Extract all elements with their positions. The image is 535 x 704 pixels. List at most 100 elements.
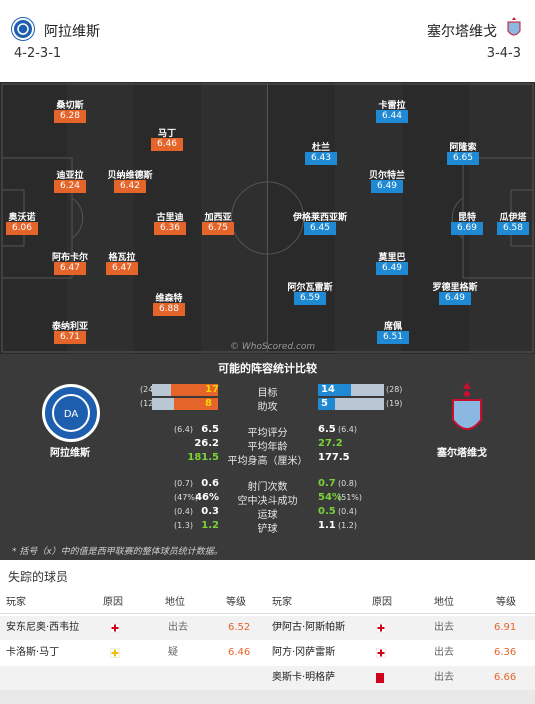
match-header: 阿拉维斯 4-2-3-1 塞尔塔维戈 3-4-3 [0,0,535,80]
lineup-comparison: 可能的阵容统计比较 DA 阿拉维斯 塞尔塔维戈 (24) 17 目标 14 (28) (1… [0,354,535,560]
home-player-name[interactable]: 维森特 [155,294,183,304]
away-player-name[interactable]: 阿尔瓦雷斯 [287,283,333,293]
stat-label: 平均年龄 [247,442,288,453]
away-player-rating: 6.59 [294,292,326,305]
missing-table-row: 奥斯卡·明格萨 出去 6.66 [0,666,535,690]
doubt-injury-icon[interactable] [109,647,121,661]
home-stat-value: 26.2 [194,438,219,449]
pitch-lines [1,83,534,353]
header-reason: 原因 [103,597,123,608]
home-player-name[interactable]: 桑切斯 [56,101,84,111]
home-formation: 4-2-3-1 [14,46,62,61]
away-player-rating: 6.58 [497,222,529,235]
away-player-name[interactable]: 罗德里格斯 [432,283,478,293]
home-player-name[interactable]: 加西亚 [204,213,232,223]
missing-table-header: 玩家 原因 地位 等级 玩家 原因 地位 等级 [0,592,535,614]
home-missing-player-name[interactable]: 安东尼奥·西韦拉 [6,622,80,633]
away-player-rating: 6.43 [305,152,337,165]
red-card-icon[interactable] [376,673,384,686]
home-missing-status: 疑 [168,647,178,658]
home-player-rating: 6.47 [106,262,138,275]
missing-players-title: 失踪的球员 [8,570,69,584]
injury-icon[interactable] [375,622,387,636]
away-player-name[interactable]: 阿隆索 [449,143,477,153]
home-player-name[interactable]: 古里迪 [156,213,184,223]
home-player-name[interactable]: 马丁 [157,129,177,139]
away-stat-value: 0.7 [318,478,336,489]
home-bar-fill [173,398,218,410]
home-league-stat: (0.7) [174,479,193,488]
home-player-name[interactable]: 迪亚拉 [56,171,84,181]
home-player-rating: 6.88 [153,303,185,316]
header-status-away: 地位 [434,597,454,608]
home-league-stat: (1.3) [174,521,193,530]
away-player-name[interactable]: 杜兰 [311,143,331,153]
away-player-name[interactable]: 席佩 [383,322,403,332]
away-missing-player-name[interactable]: 阿方·冈萨雷斯 [272,647,336,658]
away-missing-player-name[interactable]: 伊阿古·阿斯帕斯 [272,622,346,633]
home-player-rating: 6.47 [54,262,86,275]
away-player-rating: 6.51 [377,331,409,344]
away-league-stat: (0.4) [338,507,357,516]
away-player-name[interactable]: 伊格莱西亚斯 [292,213,348,223]
away-league-value: (19) [386,399,403,408]
comparison-footnote: * 括号（x）中的值是西甲联赛的整体球员统计数据。 [12,547,223,557]
away-team-name[interactable]: 塞尔塔维戈 [427,24,497,40]
injury-icon[interactable] [375,647,387,661]
stat-label: 平均身高（厘米） [227,456,308,467]
away-player-name[interactable]: 卡雷拉 [378,101,406,111]
stat-label: 铲球 [257,524,278,535]
home-player-rating: 6.28 [54,110,86,123]
home-league-stat: (0.4) [174,507,193,516]
header-reason-away: 原因 [372,597,392,608]
svg-text:DA: DA [64,409,79,420]
bottom-bar [0,690,535,704]
missing-table-row: 卡洛斯·马丁 疑 6.46 阿方·冈萨雷斯 出去 6.36 [0,641,535,665]
home-player-rating: 6.24 [54,180,86,193]
header-player: 玩家 [6,597,26,608]
away-crest-large-icon [447,380,487,438]
header-status: 地位 [165,597,185,608]
home-league-value: (12) [140,399,157,408]
away-formation: 3-4-3 [486,46,521,61]
home-bar-fill [171,384,218,396]
injury-icon[interactable] [109,622,121,636]
home-stat-value: 0.3 [201,506,219,517]
away-player-name[interactable]: 莫里巴 [378,253,406,263]
away-missing-status: 出去 [434,647,454,658]
home-bar-value: 17 [205,384,219,395]
home-team-name[interactable]: 阿拉维斯 [44,24,100,40]
home-bar-value: 8 [205,398,212,409]
home-player-name[interactable]: 泰纳利亚 [51,322,89,332]
away-stat-value: 1.1 [318,520,336,531]
home-player-name[interactable]: 奥沃诺 [8,213,36,223]
home-missing-rating: 6.52 [228,622,251,633]
away-missing-status: 出去 [434,672,454,683]
home-player-name[interactable]: 阿布卡尔 [51,253,89,263]
home-league-stat: (47%) [174,493,199,502]
away-crest-icon[interactable] [505,16,523,40]
lineup-pitch: 桑切斯 6.28 马丁 6.46 迪亚拉 6.24 贝纳维德斯 6.42 古里迪 6.36 加西亚 6… [0,82,535,354]
home-player-name[interactable]: 贝纳维德斯 [107,171,153,181]
stat-label: 空中决斗成功 [237,496,298,507]
header-rating: 等级 [226,597,246,608]
home-crest-icon[interactable] [12,18,34,40]
away-league-stat: (1.2) [338,521,357,530]
away-missing-player-name[interactable]: 奥斯卡·明格萨 [272,672,336,683]
home-crest-large-icon: DA [42,384,100,442]
away-league-stat: (51%) [338,493,363,502]
header-player-away: 玩家 [272,597,292,608]
home-missing-rating: 6.46 [228,647,251,658]
home-missing-player-name[interactable]: 卡洛斯·马丁 [6,647,60,658]
home-player-rating: 6.71 [54,331,86,344]
home-player-name[interactable]: 格瓦拉 [108,253,136,263]
away-missing-rating: 6.66 [494,672,517,683]
stat-label: 平均评分 [247,428,288,439]
away-player-name[interactable]: 贝尔特兰 [368,171,406,181]
away-player-name[interactable]: 昆特 [457,213,477,223]
home-league-stat: (6.4) [174,425,193,434]
away-player-rating: 6.44 [376,110,408,123]
away-player-name[interactable]: 瓜伊塔 [499,213,527,223]
away-missing-rating: 6.91 [494,622,517,633]
away-bar-fill [318,398,336,410]
